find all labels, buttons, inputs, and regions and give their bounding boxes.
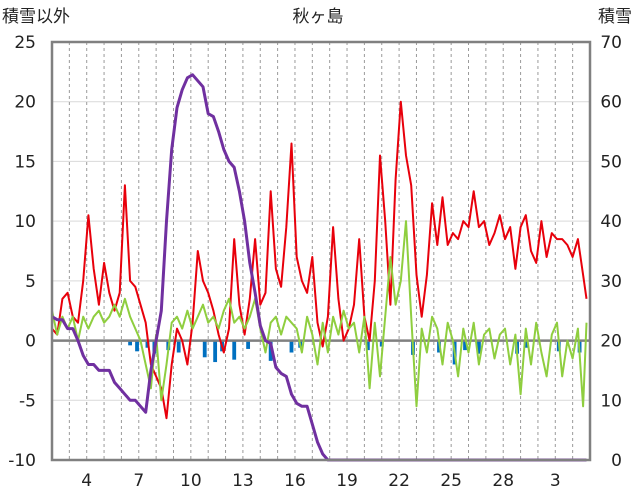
y-left-tick-label: 15 [14,152,36,172]
y-left-tick-label: 0 [25,332,36,352]
y-left-tick-label: -5 [19,391,36,411]
x-tick-label: 10 [180,471,202,491]
bar-mark [268,340,273,361]
y-left-tick-label: -10 [8,451,36,471]
bar-mark [365,340,370,351]
bar-mark [477,340,481,354]
x-tick-label: 3 [550,471,561,491]
series-layer [51,73,588,462]
bar-mark [213,340,218,363]
bar-mark [135,340,139,352]
y-left-tick-label: 25 [14,33,36,53]
x-tick-label: 13 [232,471,254,491]
y-right-tick-label: 0 [611,451,622,471]
series-line-green [51,220,588,408]
bar-mark [463,340,467,351]
series-line-red [51,100,588,420]
x-tick-label: 16 [284,471,306,491]
x-tick-label: 25 [440,471,462,491]
y-right-tick-label: 10 [600,391,622,411]
plot-frame [50,40,592,462]
y-right-tick-label: 30 [600,272,622,292]
y-right-tick-label: 50 [600,152,622,172]
tick-layer: -10 -5 0 5 10 15 20 25 0 10 20 30 40 50 60 70 4 7 10 13 16 19… [8,33,622,491]
y-axis-right-label: 積雪 [598,7,632,27]
bar-mark [246,340,251,349]
x-tick-label: 19 [336,471,358,491]
y-right-tick-label: 70 [600,33,622,53]
series-line-purple [51,73,587,462]
bar-mark [176,340,181,353]
y-right-tick-label: 40 [600,212,622,232]
x-tick-label: 28 [492,471,514,491]
x-tick-label: 22 [388,471,410,491]
y-axis-left-label: 積雪以外 [2,7,70,27]
bar-mark [128,340,133,346]
x-tick-label: 4 [81,471,92,491]
bar-mark [202,340,207,358]
bar-mark [379,340,384,347]
bar-mark [232,340,237,360]
bar-mark [523,340,528,348]
x-tick-label: 7 [133,471,144,491]
y-left-tick-label: 20 [14,93,36,113]
bar-mark [289,340,294,353]
y-right-tick-label: 60 [600,93,622,113]
y-right-tick-label: 20 [600,332,622,352]
y-left-tick-label: 5 [25,272,36,292]
chart-title: 秋ヶ島 [293,7,344,27]
y-left-tick-label: 10 [14,212,36,232]
